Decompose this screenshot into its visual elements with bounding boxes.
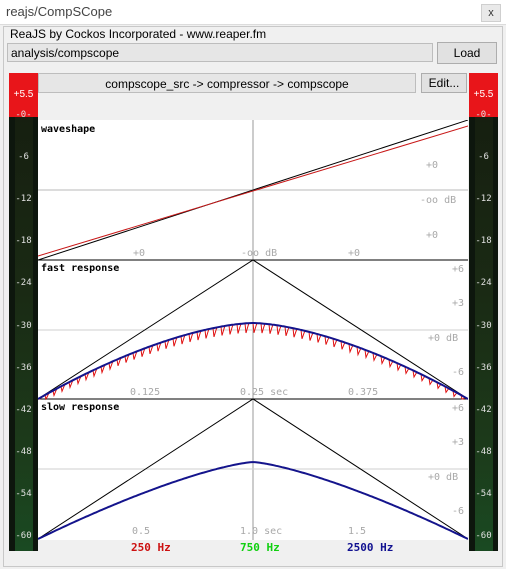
fast-envelope-line <box>38 259 468 400</box>
axis-label: 1.5 <box>348 526 366 537</box>
meter-tick: -54 <box>475 489 492 499</box>
legend-2500hz: 2500 Hz <box>347 541 394 554</box>
waveshape-reference-line <box>38 120 468 261</box>
axis-label: +0 dB <box>428 333 458 344</box>
right-level-meter: +5.5 -0- -6 -12 -18 -24 -30 -36 -42 -48 … <box>469 73 498 551</box>
right-meter-bar <box>475 117 493 551</box>
meter-tick: -0- <box>475 110 492 120</box>
meter-tick: -54 <box>15 489 32 499</box>
axis-label: +3 <box>452 298 464 309</box>
axis-label: 1.0 sec <box>240 526 282 537</box>
meter-tick: -6 <box>478 152 489 162</box>
meter-tick: -42 <box>15 405 32 415</box>
left-level-meter: +5.5 -0- -6 -12 -18 -24 -30 -36 -42 -48 … <box>9 73 38 551</box>
load-button[interactable]: Load <box>437 42 497 64</box>
window-title: reajs/CompSCope <box>6 4 113 19</box>
meter-tick: -12 <box>15 194 32 204</box>
close-button[interactable]: x <box>481 4 501 22</box>
left-peak-indicator: +5.5 <box>9 73 38 117</box>
fast-response-title: fast response <box>41 263 119 274</box>
meter-tick: -48 <box>15 447 32 457</box>
axis-label: +0 <box>426 230 438 241</box>
meter-tick: -60 <box>15 531 32 541</box>
axis-label: +3 <box>452 437 464 448</box>
edit-button[interactable]: Edit... <box>421 73 467 93</box>
axis-label: -oo dB <box>241 248 277 259</box>
right-peak-indicator: +5.5 <box>469 73 498 117</box>
meter-tick: -0- <box>15 110 32 120</box>
axis-label: +0 <box>348 248 360 259</box>
meter-tick: -24 <box>475 278 492 288</box>
axis-label: 0.5 <box>132 526 150 537</box>
waveshape-response-line <box>38 125 468 257</box>
waveshape-title: waveshape <box>41 124 95 135</box>
fast-response-blue-curve <box>38 322 468 400</box>
axis-label: 0.25 sec <box>240 387 288 398</box>
meter-tick: -12 <box>475 194 492 204</box>
axis-label: 0.125 <box>130 387 160 398</box>
signal-chain-display: compscope_src -> compressor -> compscope <box>38 73 416 93</box>
slow-response-blue-curve <box>38 461 468 540</box>
slow-response-title: slow response <box>41 402 119 413</box>
axis-label: 0.375 <box>348 387 378 398</box>
axis-label: +0 dB <box>428 472 458 483</box>
scope-display: waveshape fast response slow response +0… <box>38 120 468 540</box>
axis-label: -oo dB <box>420 195 456 206</box>
meter-tick: -42 <box>475 405 492 415</box>
left-meter-bar <box>15 117 33 551</box>
legend-250hz: 250 Hz <box>131 541 171 554</box>
effect-path-field[interactable]: analysis/compscope <box>7 43 433 62</box>
legend-750hz: 750 Hz <box>240 541 280 554</box>
meter-tick: -18 <box>15 236 32 246</box>
meter-tick: -36 <box>15 363 32 373</box>
slow-envelope-line <box>38 398 468 540</box>
meter-tick: -24 <box>15 278 32 288</box>
meter-tick: -30 <box>475 321 492 331</box>
axis-label: -6 <box>452 506 464 517</box>
axis-label: +6 <box>452 403 464 414</box>
meter-tick: -60 <box>475 531 492 541</box>
plugin-group-box <box>3 26 503 567</box>
axis-label: +6 <box>452 264 464 275</box>
axis-label: +0 <box>133 248 145 259</box>
axis-label: +0 <box>426 160 438 171</box>
axis-label: -6 <box>452 367 464 378</box>
meter-tick: -36 <box>475 363 492 373</box>
meter-tick: -48 <box>475 447 492 457</box>
group-label: ReaJS by Cockos Incorporated - www.reape… <box>8 27 269 41</box>
meter-tick: -6 <box>18 152 29 162</box>
meter-tick: -18 <box>475 236 492 246</box>
title-bar: reajs/CompSCope x <box>0 0 506 25</box>
meter-tick: -30 <box>15 321 32 331</box>
